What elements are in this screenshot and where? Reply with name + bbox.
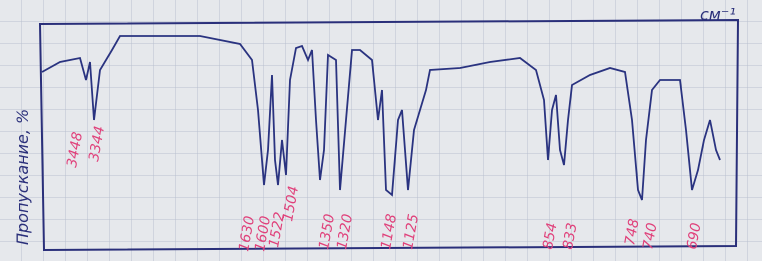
unit-label: см⁻¹ (700, 5, 736, 24)
photo: Пропускание, % см⁻¹ 34483344163016001522… (0, 0, 762, 261)
y-axis-label: Пропускание, % (13, 109, 32, 245)
